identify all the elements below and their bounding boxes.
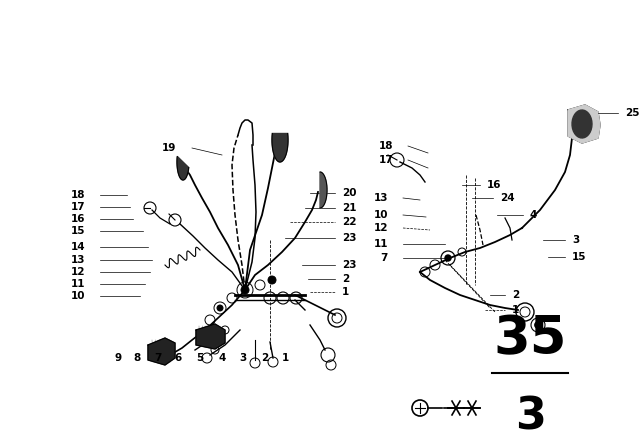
- Text: 13: 13: [70, 255, 85, 265]
- Text: 18: 18: [378, 141, 393, 151]
- Text: 22: 22: [342, 217, 356, 227]
- Circle shape: [445, 255, 451, 261]
- Text: 7: 7: [381, 253, 388, 263]
- Text: 11: 11: [374, 239, 388, 249]
- Polygon shape: [320, 172, 327, 208]
- Text: 16: 16: [70, 214, 85, 224]
- Text: 2: 2: [512, 290, 519, 300]
- Text: 25: 25: [625, 108, 639, 118]
- Text: 17: 17: [70, 202, 85, 212]
- Text: 9: 9: [115, 353, 122, 363]
- Text: 17: 17: [378, 155, 393, 165]
- Text: 2: 2: [261, 353, 269, 363]
- Text: 11: 11: [70, 279, 85, 289]
- Text: 2: 2: [342, 274, 349, 284]
- Polygon shape: [572, 110, 592, 138]
- Text: 35: 35: [493, 313, 566, 365]
- Text: 13: 13: [374, 193, 388, 203]
- Text: 3: 3: [239, 353, 246, 363]
- Text: 3: 3: [572, 235, 579, 245]
- Text: 16: 16: [487, 180, 502, 190]
- Polygon shape: [196, 324, 225, 349]
- Text: 23: 23: [342, 233, 356, 243]
- Text: 15: 15: [70, 226, 85, 236]
- Circle shape: [217, 305, 223, 311]
- Polygon shape: [177, 156, 189, 180]
- Text: 7: 7: [154, 353, 162, 363]
- Text: 12: 12: [374, 223, 388, 233]
- Polygon shape: [148, 338, 175, 365]
- Text: 3: 3: [515, 395, 545, 438]
- Text: 10: 10: [70, 291, 85, 301]
- Text: 15: 15: [572, 252, 586, 262]
- Polygon shape: [272, 134, 288, 162]
- Text: 1: 1: [342, 287, 349, 297]
- Circle shape: [534, 322, 541, 328]
- Polygon shape: [568, 105, 600, 143]
- Text: 23: 23: [342, 260, 356, 270]
- Text: 4: 4: [530, 210, 538, 220]
- Text: 1: 1: [512, 305, 519, 315]
- Text: 14: 14: [70, 242, 85, 252]
- Circle shape: [268, 276, 276, 284]
- Text: 20: 20: [342, 188, 356, 198]
- Text: 5: 5: [196, 353, 204, 363]
- Text: 24: 24: [500, 193, 515, 203]
- Text: 10: 10: [374, 210, 388, 220]
- Circle shape: [241, 286, 249, 294]
- Text: 18: 18: [70, 190, 85, 200]
- Text: 21: 21: [342, 203, 356, 213]
- Text: 8: 8: [133, 353, 141, 363]
- Text: 6: 6: [174, 353, 182, 363]
- Text: 12: 12: [70, 267, 85, 277]
- Text: 19: 19: [162, 143, 176, 153]
- Text: 1: 1: [282, 353, 289, 363]
- Text: 4: 4: [218, 353, 226, 363]
